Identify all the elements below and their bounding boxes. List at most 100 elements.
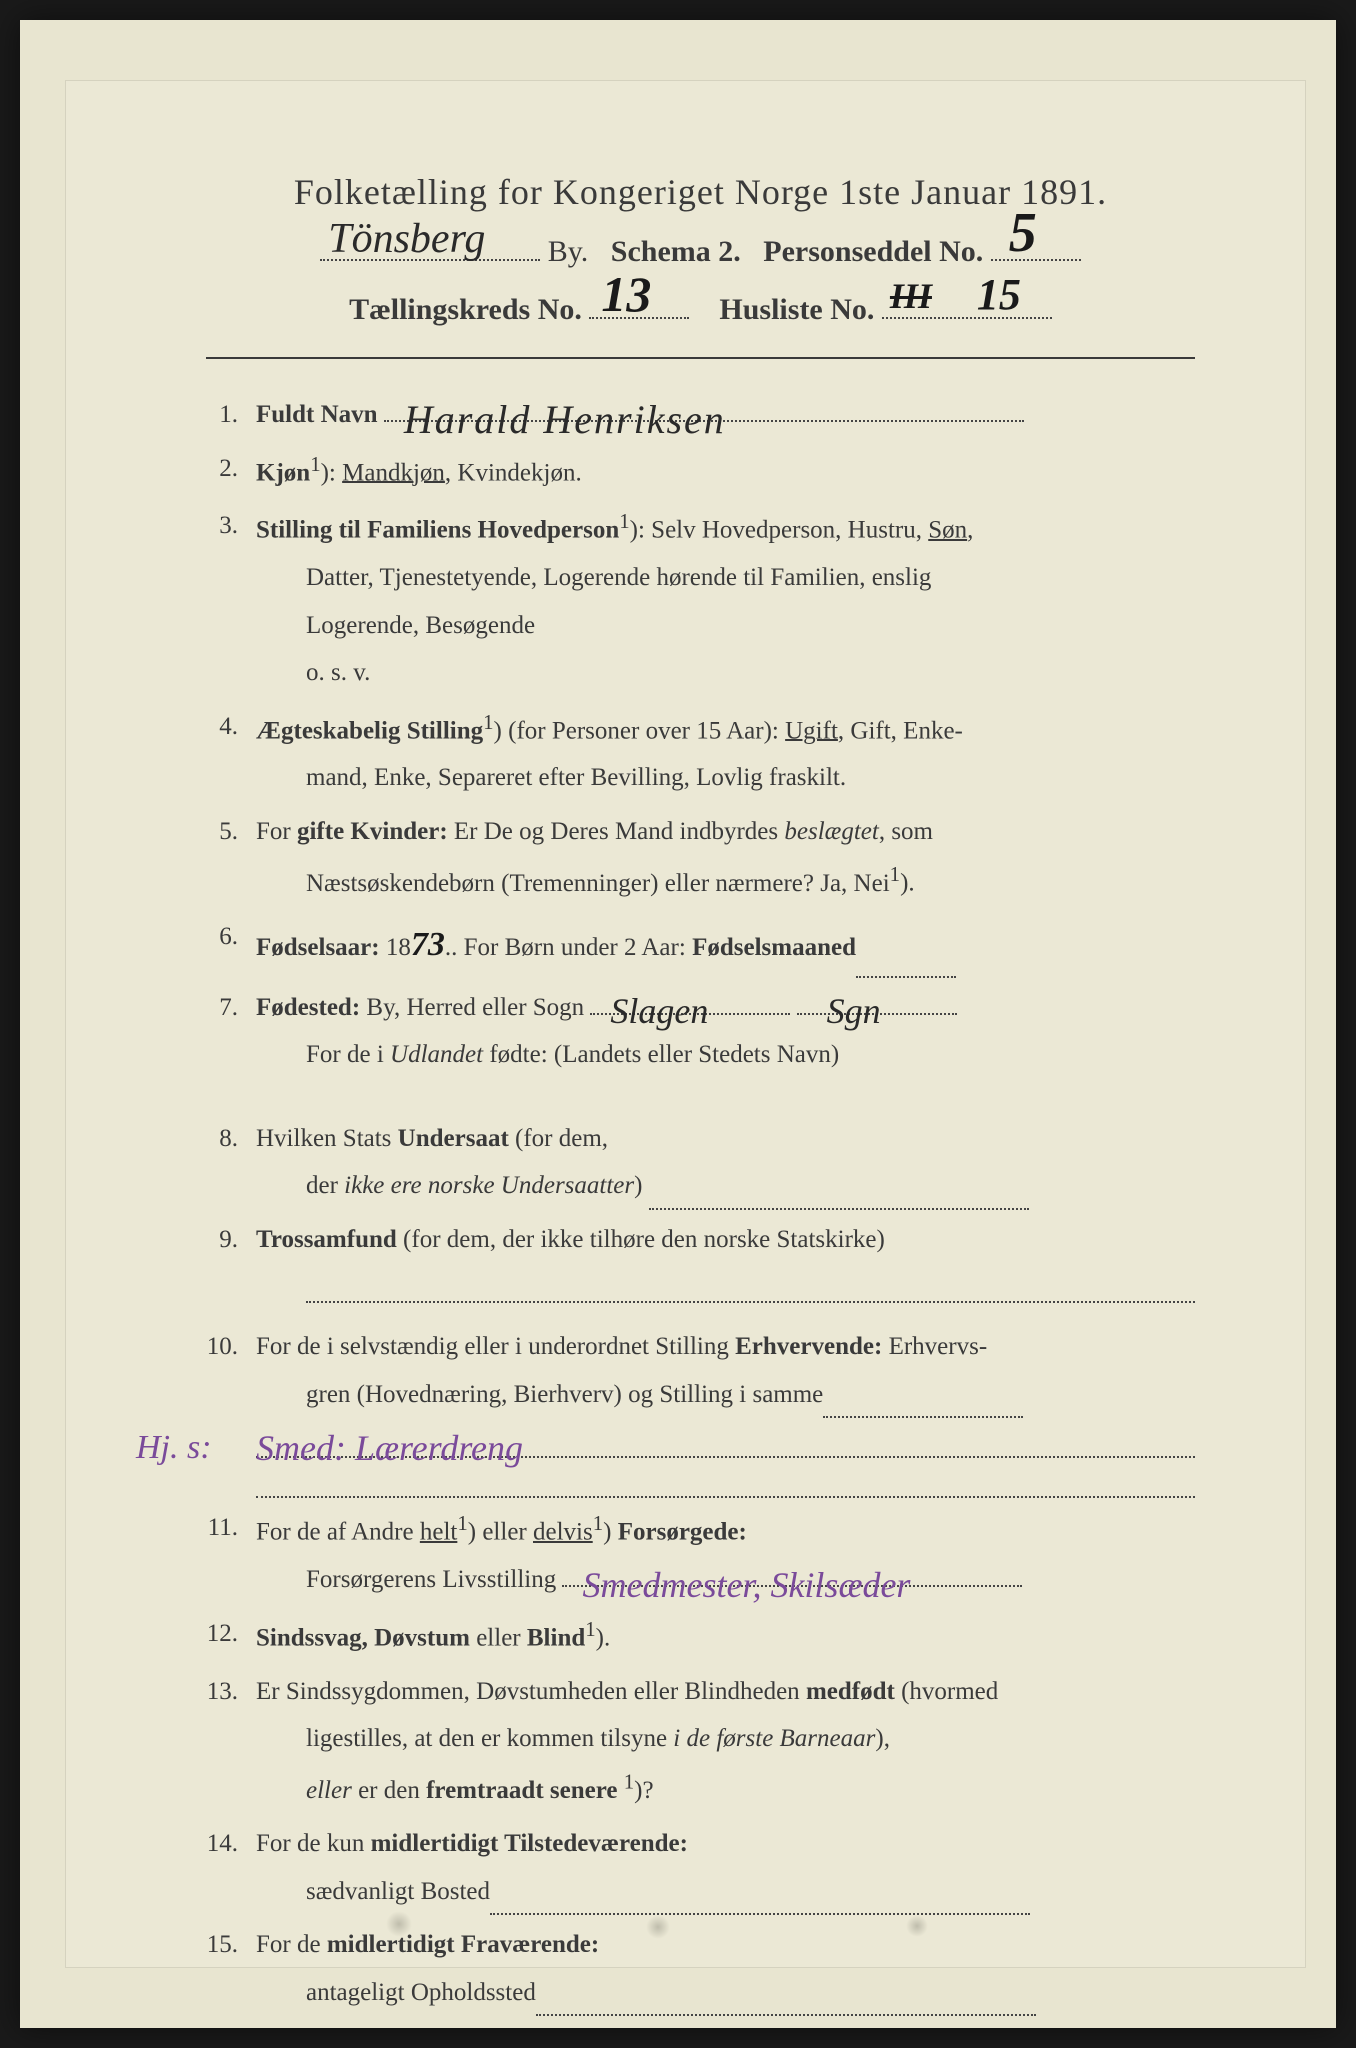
sindssvag-label: Sindssvag, Døvstum [256, 1624, 470, 1651]
city-handwritten: Tönsberg [328, 215, 485, 263]
field-num: 10. [206, 1323, 256, 1371]
personseddel-no: 5 [1009, 201, 1037, 265]
f15-a: For de [256, 1931, 327, 1958]
field-num: 1. [206, 391, 256, 439]
aegteskab-label: Ægteskabelig Stilling [256, 717, 483, 744]
ikke-norske: ikke ere norske Undersaatter [344, 1172, 634, 1199]
f10-c: Erhvervs- [882, 1333, 987, 1360]
fremtraadt: fremtraadt senere [426, 1777, 617, 1804]
field-num: 8. [206, 1115, 256, 1163]
sup: 1 [624, 1770, 634, 1794]
field-num: 6. [206, 913, 256, 961]
fodested-label: Fødested: [256, 994, 360, 1021]
smudge [906, 1915, 928, 1937]
f12-end: ). [596, 1624, 611, 1651]
form-header: Folketælling for Kongeriget Norge 1ste J… [206, 171, 1195, 327]
f15-line2: antageligt Opholdssted [256, 1979, 536, 2006]
field-num: 3. [206, 502, 256, 550]
f8-a: Hvilken Stats [256, 1125, 398, 1152]
stilling-line1: ): Selv Hovedperson, Hustru, Søn, [630, 517, 974, 544]
header-divider [206, 357, 1195, 359]
f7-2c: fødte: (Landets eller Stedets Navn) [483, 1041, 839, 1068]
fuldt-navn-label: Fuldt Navn [256, 401, 378, 428]
field-7: 7. Fødested: By, Herred eller Sogn Slage… [206, 984, 1195, 1079]
sup: 1 [890, 862, 900, 886]
field-6: 6. Fødselsaar: 1873.. For Børn under 2 A… [206, 913, 1195, 978]
birthplace-herred: Slagen [610, 977, 708, 1045]
field-num: 15. [206, 1921, 256, 1969]
f13-line3: eller er den fremtraadt senere 1)? [256, 1777, 654, 1804]
aegteskab-line2: mand, Enke, Separeret efter Bevilling, L… [256, 764, 846, 791]
year-prefix: 18 [380, 934, 411, 961]
birthplace-extra: Sgn [827, 977, 881, 1045]
tilstedevaerende: midlertidigt Tilstedeværende: [371, 1830, 688, 1857]
field-num: 12. [206, 1610, 256, 1658]
f6-mid: .. For Børn under 2 Aar: [445, 934, 692, 961]
field-num: 7. [206, 984, 256, 1032]
f11-c: ) eller [468, 1519, 533, 1546]
stilling-line3: Logerende, Besøgende [256, 612, 535, 639]
field-num: 9. [206, 1216, 256, 1264]
stilling-label: Stilling til Familiens Hovedperson [256, 517, 619, 544]
f7-2a: For de i [306, 1041, 390, 1068]
fravaerende: midlertidigt Fraværende: [327, 1931, 599, 1958]
forsorgede: Forsørgede: [618, 1519, 747, 1546]
f13-2a: ligestilles, at den er kommen tilsyne [306, 1725, 673, 1752]
beslaegtet: beslægtet [784, 818, 878, 845]
f10-line2: gren (Hovednæring, Bierhverv) og Stillin… [256, 1381, 823, 1408]
sup: 1 [483, 710, 493, 734]
smudge [646, 1915, 670, 1939]
field-num: 14. [206, 1820, 256, 1868]
field-num: 4. [206, 703, 256, 751]
delvis: delvis [533, 1519, 593, 1546]
by-label: By. [548, 235, 589, 268]
eller: eller [306, 1777, 352, 1804]
f9-text: (for dem, der ikke tilhøre den norske St… [397, 1226, 885, 1253]
field-5: 5. For gifte Kvinder: Er De og Deres Man… [206, 808, 1195, 907]
tallingskreds-no: 13 [601, 265, 651, 323]
husliste-no: 15 [977, 269, 1021, 320]
f5-c: Er De og Deres Mand indbyrdes [448, 818, 785, 845]
occupation-prefix: Hj. s: [136, 1416, 212, 1481]
f14-line2: sædvanligt Bosted [256, 1878, 490, 1905]
blind: Blind [527, 1624, 585, 1651]
document-page: Folketælling for Kongeriget Norge 1ste J… [20, 20, 1336, 2028]
main-title: Folketælling for Kongeriget Norge 1ste J… [206, 171, 1195, 213]
f8-c: (for dem, [509, 1125, 608, 1152]
gifte-kvinder: gifte Kvinder: [297, 818, 448, 845]
undersaat: Undersaat [398, 1125, 509, 1152]
medfodt: medfødt [806, 1678, 895, 1705]
f5-end: ). [900, 870, 915, 897]
field-8: 8. Hvilken Stats Undersaat (for dem, der… [206, 1115, 1195, 1210]
field-num: 2. [206, 445, 256, 493]
f14-a: For de kun [256, 1830, 371, 1857]
kreds-husliste-line: Tællingskreds No. 13 Husliste No. III 15 [206, 283, 1195, 327]
f12-text: eller [470, 1624, 527, 1651]
smudge [386, 1911, 412, 1937]
erhvervende: Erhvervende: [735, 1333, 882, 1360]
f11-a: For de af Andre [256, 1519, 420, 1546]
f8-2c: ) [634, 1172, 642, 1199]
provider-occupation: Smedmester, Skilsæder [582, 1551, 910, 1619]
kjon-options: ): Mandkjøn, Kvindekjøn. [321, 459, 582, 486]
field-10: 10. For de i selvstændig eller i underor… [206, 1323, 1195, 1498]
full-name-value: Harald Henriksen [404, 382, 726, 458]
f8-2a: der [306, 1172, 344, 1199]
tallingskreds-label: Tællingskreds No. [349, 293, 582, 326]
stilling-line4: o. s. v. [256, 659, 370, 686]
field-13: 13. Er Sindssygdommen, Døvstumheden elle… [206, 1668, 1195, 1815]
fodselsaar-label: Fødselsaar: [256, 934, 380, 961]
personseddel-label: Personseddel No. [763, 235, 983, 268]
f5-e: , som [879, 818, 933, 845]
paper-content: Folketælling for Kongeriget Norge 1ste J… [65, 80, 1306, 1968]
field-3: 3. Stilling til Familiens Hovedperson1):… [206, 502, 1195, 696]
helt: helt [420, 1519, 458, 1546]
sup: 1 [457, 1511, 467, 1535]
f13-c: (hvormed [895, 1678, 998, 1705]
f11-line2: Forsørgerens Livsstilling [256, 1566, 556, 1593]
forste-barneaar: i de første Barneaar [673, 1725, 875, 1752]
f11-e: ) [603, 1519, 618, 1546]
f13-2c: ), [875, 1725, 890, 1752]
f13-3d: )? [634, 1777, 653, 1804]
trossamfund-label: Trossamfund [256, 1226, 397, 1253]
